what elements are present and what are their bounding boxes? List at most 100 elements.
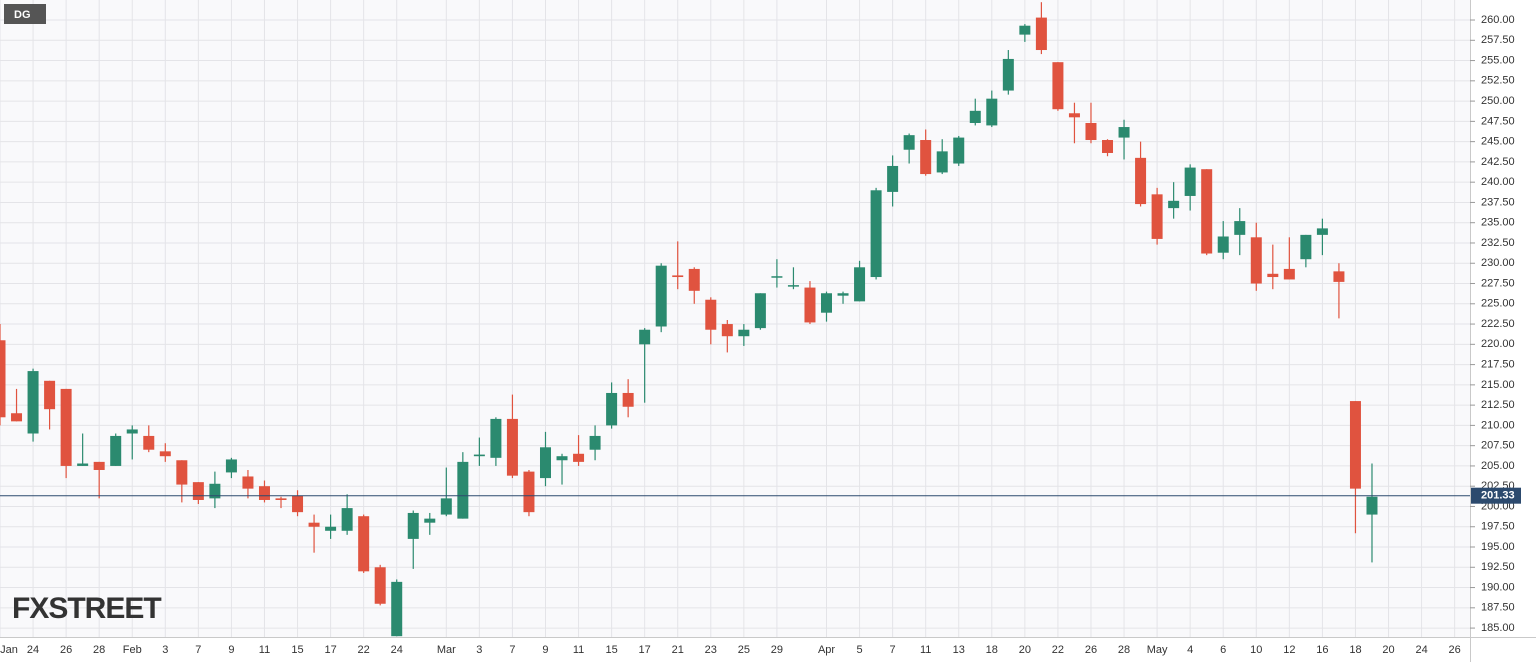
y-tick-label: 212.50 [1481, 399, 1515, 411]
candle-body [292, 495, 304, 513]
y-tick-label: 255.00 [1481, 54, 1515, 66]
candle-body [325, 526, 337, 531]
candle-body [110, 435, 122, 466]
y-tick-label: 250.00 [1481, 95, 1515, 107]
candle-body [192, 482, 204, 500]
y-tick-label: 195.00 [1481, 541, 1515, 553]
candle-body [771, 276, 783, 278]
x-tick-label: Mar [437, 644, 456, 656]
x-tick-label: 25 [738, 644, 750, 656]
title-box [4, 4, 46, 24]
candle-body [672, 275, 684, 278]
x-tick-label: 29 [771, 644, 783, 656]
candle-body [358, 516, 370, 572]
y-tick-label: 240.00 [1481, 176, 1515, 188]
candle-body [854, 267, 866, 302]
x-tick-label: 26 [60, 644, 72, 656]
x-tick-label: May [1147, 644, 1168, 656]
candle-body [1151, 194, 1163, 239]
x-tick-label: 6 [1220, 644, 1226, 656]
candle-body [986, 98, 998, 126]
x-tick-label: 11 [920, 644, 931, 656]
x-tick-label: 22 [1052, 644, 1064, 656]
x-tick-label: 22 [358, 644, 370, 656]
candle-body [688, 268, 700, 291]
candle-body [60, 388, 72, 466]
candle-body [573, 453, 585, 462]
x-tick-label: 15 [291, 644, 303, 656]
candle-body [837, 293, 849, 296]
x-tick-label: 7 [195, 644, 201, 656]
y-tick-label: 197.50 [1481, 521, 1515, 533]
candle-body [440, 498, 452, 515]
x-tick-label: Jan [0, 644, 18, 656]
y-tick-label: 242.50 [1481, 156, 1515, 168]
x-tick-label: 18 [1349, 644, 1361, 656]
candle-body [159, 451, 171, 457]
candle-body [1052, 62, 1064, 110]
candle-body [1135, 157, 1147, 205]
x-tick-label: 20 [1019, 644, 1031, 656]
candle-body [903, 135, 915, 150]
x-tick-label: Feb [123, 644, 142, 656]
plot-background [0, 0, 1470, 637]
x-tick-label: 23 [705, 644, 717, 656]
x-tick-label: 12 [1283, 644, 1295, 656]
candle-body [1118, 127, 1130, 138]
candle-body [1366, 496, 1378, 515]
candle-body [606, 392, 618, 426]
y-tick-label: 217.50 [1481, 358, 1515, 370]
candle-body [870, 190, 882, 278]
candle-body [391, 581, 403, 637]
y-tick-label: 252.50 [1481, 75, 1515, 87]
grid [0, 0, 1470, 637]
x-tick-label: 21 [672, 644, 684, 656]
candle-body [639, 329, 651, 345]
candle-body [655, 265, 667, 327]
candle-body [1035, 17, 1047, 51]
candle-body [258, 486, 270, 500]
x-tick-label: 24 [391, 644, 403, 656]
y-tick-label: 235.00 [1481, 217, 1515, 229]
candle-body [754, 293, 766, 329]
candle-body [738, 329, 750, 337]
candle-body [969, 110, 981, 123]
candle-body [556, 456, 568, 461]
candle-body [341, 508, 353, 531]
candle-body [1300, 234, 1312, 260]
y-tick-label: 245.00 [1481, 136, 1515, 148]
x-tick-label: 7 [509, 644, 515, 656]
x-tick-label: 10 [1250, 644, 1262, 656]
candle-body [473, 454, 485, 457]
candle-body [1267, 273, 1279, 278]
y-tick-label: 187.50 [1481, 602, 1515, 614]
y-tick-label: 192.50 [1481, 561, 1515, 573]
x-tick-label: 24 [1415, 644, 1427, 656]
y-tick-label: 205.00 [1481, 460, 1515, 472]
x-tick-label: 20 [1382, 644, 1394, 656]
x-tick-label: Apr [818, 644, 835, 656]
candle-body [1019, 25, 1031, 35]
candle-body [209, 483, 221, 499]
y-tick-label: 232.50 [1481, 237, 1515, 249]
x-tick-label: 26 [1085, 644, 1097, 656]
y-tick-label: 257.50 [1481, 34, 1515, 46]
candle-body [1085, 122, 1097, 141]
y-tick-label: 207.50 [1481, 440, 1515, 452]
x-tick-label: 3 [162, 644, 168, 656]
y-tick-label: 210.00 [1481, 419, 1515, 431]
candle-body [242, 476, 254, 489]
last-price-box [1471, 487, 1521, 504]
candle-body [490, 418, 502, 458]
x-tick-label: 3 [476, 644, 482, 656]
y-tick-label: 225.00 [1481, 298, 1515, 310]
candle-body [126, 429, 138, 434]
candle-body [1102, 140, 1114, 153]
x-tick-label: 15 [605, 644, 617, 656]
candle-body [887, 165, 899, 192]
candle-body [176, 460, 188, 485]
y-tick-label: 185.00 [1481, 622, 1515, 634]
x-tick-label: 18 [986, 644, 998, 656]
x-tick-label: 24 [27, 644, 39, 656]
